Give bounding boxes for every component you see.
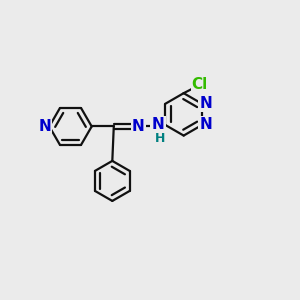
Text: N: N bbox=[152, 118, 164, 133]
Text: N: N bbox=[199, 118, 212, 133]
Text: Cl: Cl bbox=[192, 77, 208, 92]
Text: N: N bbox=[199, 96, 212, 111]
Text: H: H bbox=[155, 132, 166, 145]
Text: N: N bbox=[38, 119, 51, 134]
Text: N: N bbox=[132, 119, 145, 134]
